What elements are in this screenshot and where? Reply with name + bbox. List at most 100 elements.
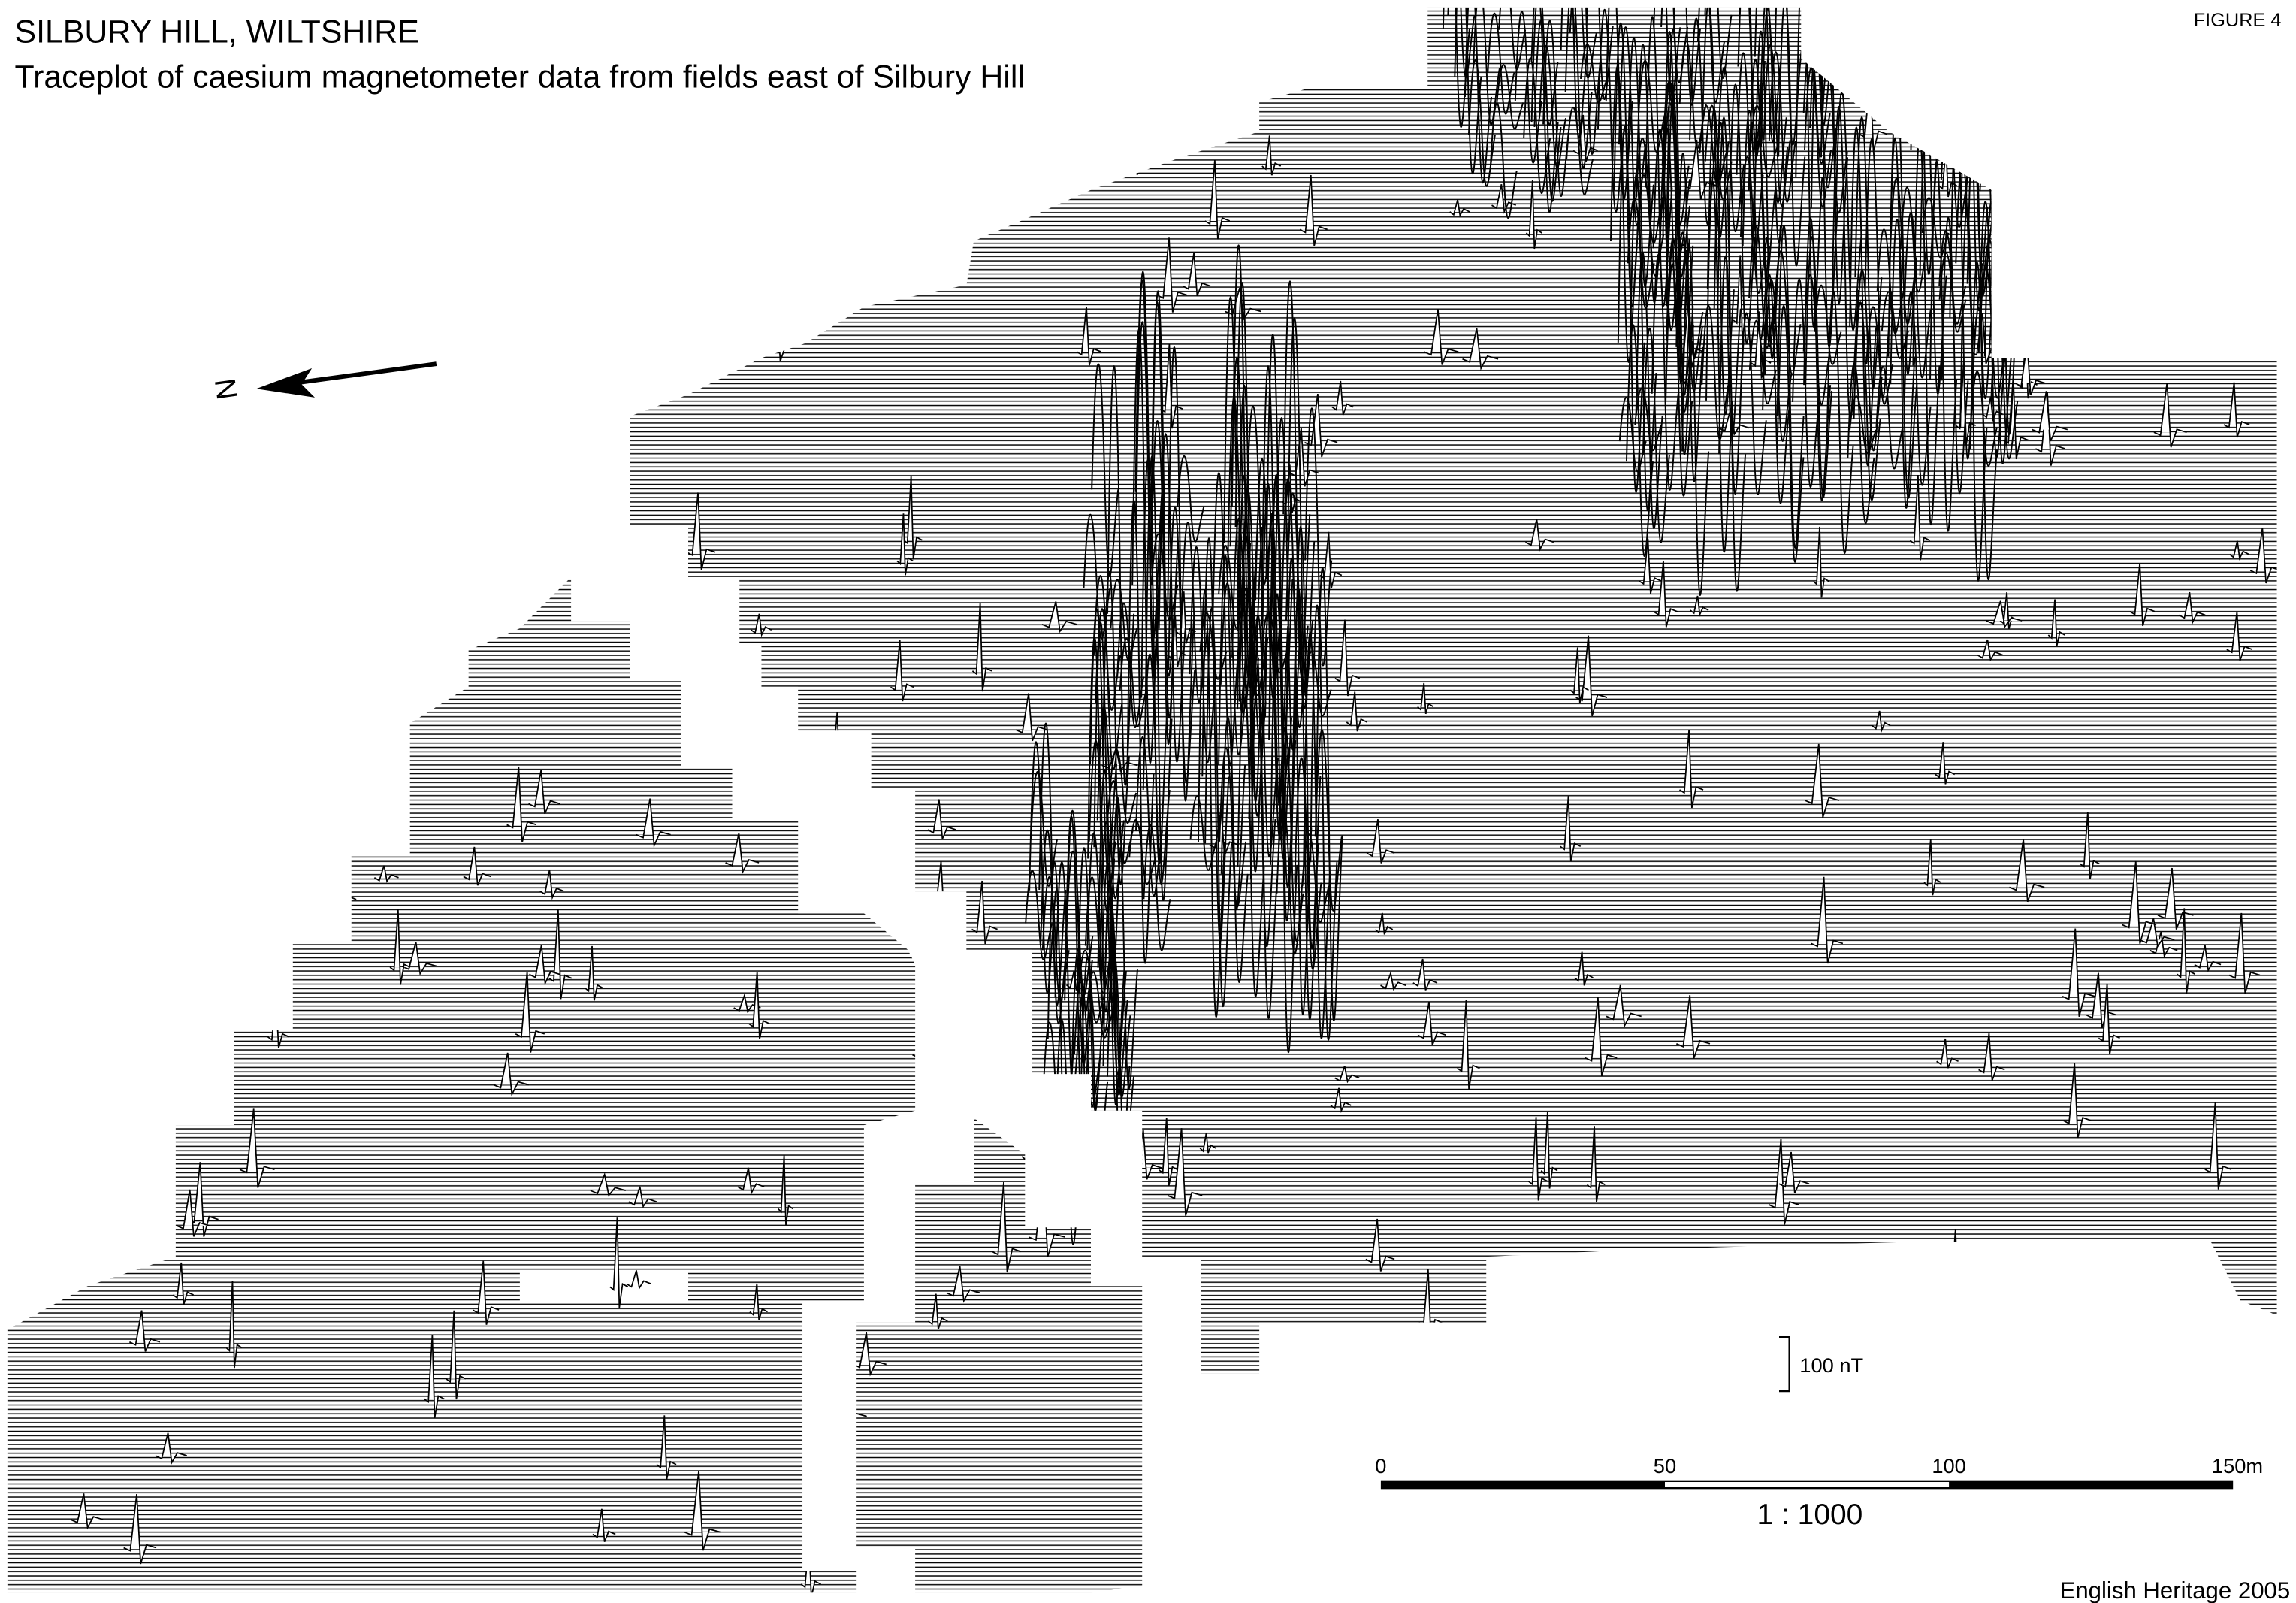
- anomaly-trace: [1711, 1443, 1736, 1465]
- anomaly-trace: [1678, 1285, 1702, 1332]
- anomaly-trace: [573, 443, 597, 485]
- anomaly-trace: [71, 609, 99, 697]
- anomaly-trace: [1090, 139, 1106, 171]
- anomaly-trace: [1133, 64, 1156, 133]
- anomaly-trace: [803, 198, 826, 228]
- anomaly-trace: [642, 625, 670, 662]
- scale-label: 100: [1932, 1454, 1966, 1477]
- anomaly-trace: [398, 287, 427, 343]
- anomaly-trace: [1040, 141, 1071, 186]
- anomaly-trace: [441, 479, 477, 545]
- anomaly-trace: [533, 476, 565, 495]
- anomaly-trace: [216, 838, 251, 873]
- anomaly-trace: [1374, 1375, 1410, 1402]
- anomaly-trace: [9, 235, 38, 280]
- anomaly-trace: [226, 283, 243, 340]
- anomaly-trace: [1065, 1181, 1086, 1220]
- scale-bar-gap: [1665, 1482, 1949, 1487]
- anomaly-trace: [563, 517, 582, 552]
- figure-label: FIGURE 4: [2194, 10, 2282, 31]
- anomaly-trace: [344, 730, 364, 762]
- anomaly-trace: [228, 537, 250, 585]
- north-arrow: N: [210, 364, 437, 401]
- anomaly-trace: [1394, 1537, 1425, 1554]
- anomaly-trace: [920, 89, 946, 150]
- anomaly-trace: [2041, 1283, 2074, 1323]
- anomaly-trace: [524, 92, 550, 139]
- data-gap: [520, 1272, 688, 1301]
- anomaly-trace: [602, 197, 627, 255]
- title: SILBURY HILL, WILTSHIRE: [14, 14, 418, 50]
- anomaly-trace: [1720, 1534, 1742, 1580]
- anomaly-trace: [1548, 1274, 1582, 1305]
- anomaly-trace: [87, 733, 119, 775]
- vertical-scale-label: 100 nT: [1799, 1353, 1863, 1377]
- anomaly-trace: [2068, 1242, 2087, 1283]
- anomaly-trace: [1125, 87, 1149, 175]
- subtitle: Traceplot of caesium magnetometer data f…: [14, 59, 1024, 95]
- anomaly-trace: [113, 694, 148, 715]
- anomaly-trace: [282, 649, 315, 724]
- anomaly-trace: [1092, 133, 1125, 180]
- anomaly-trace: [1701, 1556, 1719, 1602]
- anomaly-trace: [458, 430, 482, 468]
- anomaly-trace: [318, 725, 334, 795]
- anomaly-trace: [267, 165, 298, 198]
- anomaly-trace: [772, 140, 790, 175]
- credit: English Heritage 2005: [2060, 1577, 2291, 1603]
- anomaly-trace: [126, 1194, 161, 1222]
- anomaly-trace: [2089, 1394, 2107, 1436]
- scale-ratio: 1 : 1000: [1757, 1499, 1863, 1531]
- anomaly-trace: [1506, 1511, 1538, 1526]
- anomaly-trace: [388, 673, 404, 740]
- anomaly-trace: [252, 280, 276, 361]
- page: SILBURY HILL, WILTSHIRE Traceplot of cae…: [0, 0, 2296, 1603]
- anomaly-trace: [2160, 271, 2187, 330]
- scale-bracket: [1779, 1337, 1790, 1391]
- scale-bar: 0 50 100 150m 1 : 1000: [1375, 1454, 2263, 1531]
- vertical-scale: 100 nT: [1779, 1337, 1864, 1391]
- anomaly-trace: [335, 794, 360, 830]
- anomaly-trace: [697, 685, 724, 760]
- anomaly-trace: [804, 1433, 829, 1477]
- anomaly-trace: [44, 717, 69, 781]
- scale-label: 150m: [2212, 1454, 2263, 1477]
- anomaly-trace: [1655, 1372, 1687, 1403]
- anomaly-trace: [131, 932, 161, 960]
- anomaly-trace: [913, 991, 949, 1074]
- anomaly-trace: [2012, 180, 2039, 214]
- anomaly-trace: [1570, 1285, 1585, 1330]
- anomaly-trace: [2113, 122, 2144, 205]
- anomaly-trace: [12, 1108, 41, 1195]
- anomaly-trace: [866, 110, 898, 152]
- anomaly-trace: [905, 1136, 929, 1180]
- north-label: N: [210, 377, 245, 402]
- anomaly-trace: [1563, 1450, 1589, 1502]
- anomaly-trace: [775, 180, 792, 219]
- anomaly-trace: [86, 1130, 109, 1200]
- anomaly-trace: [2020, 137, 2045, 178]
- scale-label: 0: [1375, 1454, 1386, 1477]
- anomaly-trace: [1923, 101, 1945, 126]
- anomaly-trace: [288, 178, 313, 216]
- anomaly-trace: [678, 589, 715, 676]
- anomaly-trace: [2091, 135, 2114, 180]
- figure: SILBURY HILL, WILTSHIRE Traceplot of cae…: [0, 0, 2296, 1603]
- anomaly-trace: [162, 155, 186, 195]
- anomaly-trace: [97, 608, 126, 664]
- anomaly-trace: [609, 543, 627, 588]
- traceplot: [0, 0, 2296, 1603]
- anomaly-trace: [1987, 1524, 2009, 1562]
- scale-label: 50: [1654, 1454, 1676, 1477]
- anomaly-trace: [444, 593, 478, 617]
- anomaly-trace: [2128, 1341, 2145, 1411]
- anomaly-trace: [262, 493, 296, 583]
- anomaly-trace: [886, 842, 914, 930]
- anomaly-trace: [752, 715, 769, 738]
- anomaly-trace: [2057, 194, 2089, 259]
- anomaly-trace: [995, 183, 1026, 219]
- anomaly-trace: [664, 334, 684, 357]
- anomaly-trace: [2083, 1356, 2103, 1426]
- anomaly-trace: [403, 405, 424, 438]
- anomaly-trace: [1141, 1334, 1162, 1374]
